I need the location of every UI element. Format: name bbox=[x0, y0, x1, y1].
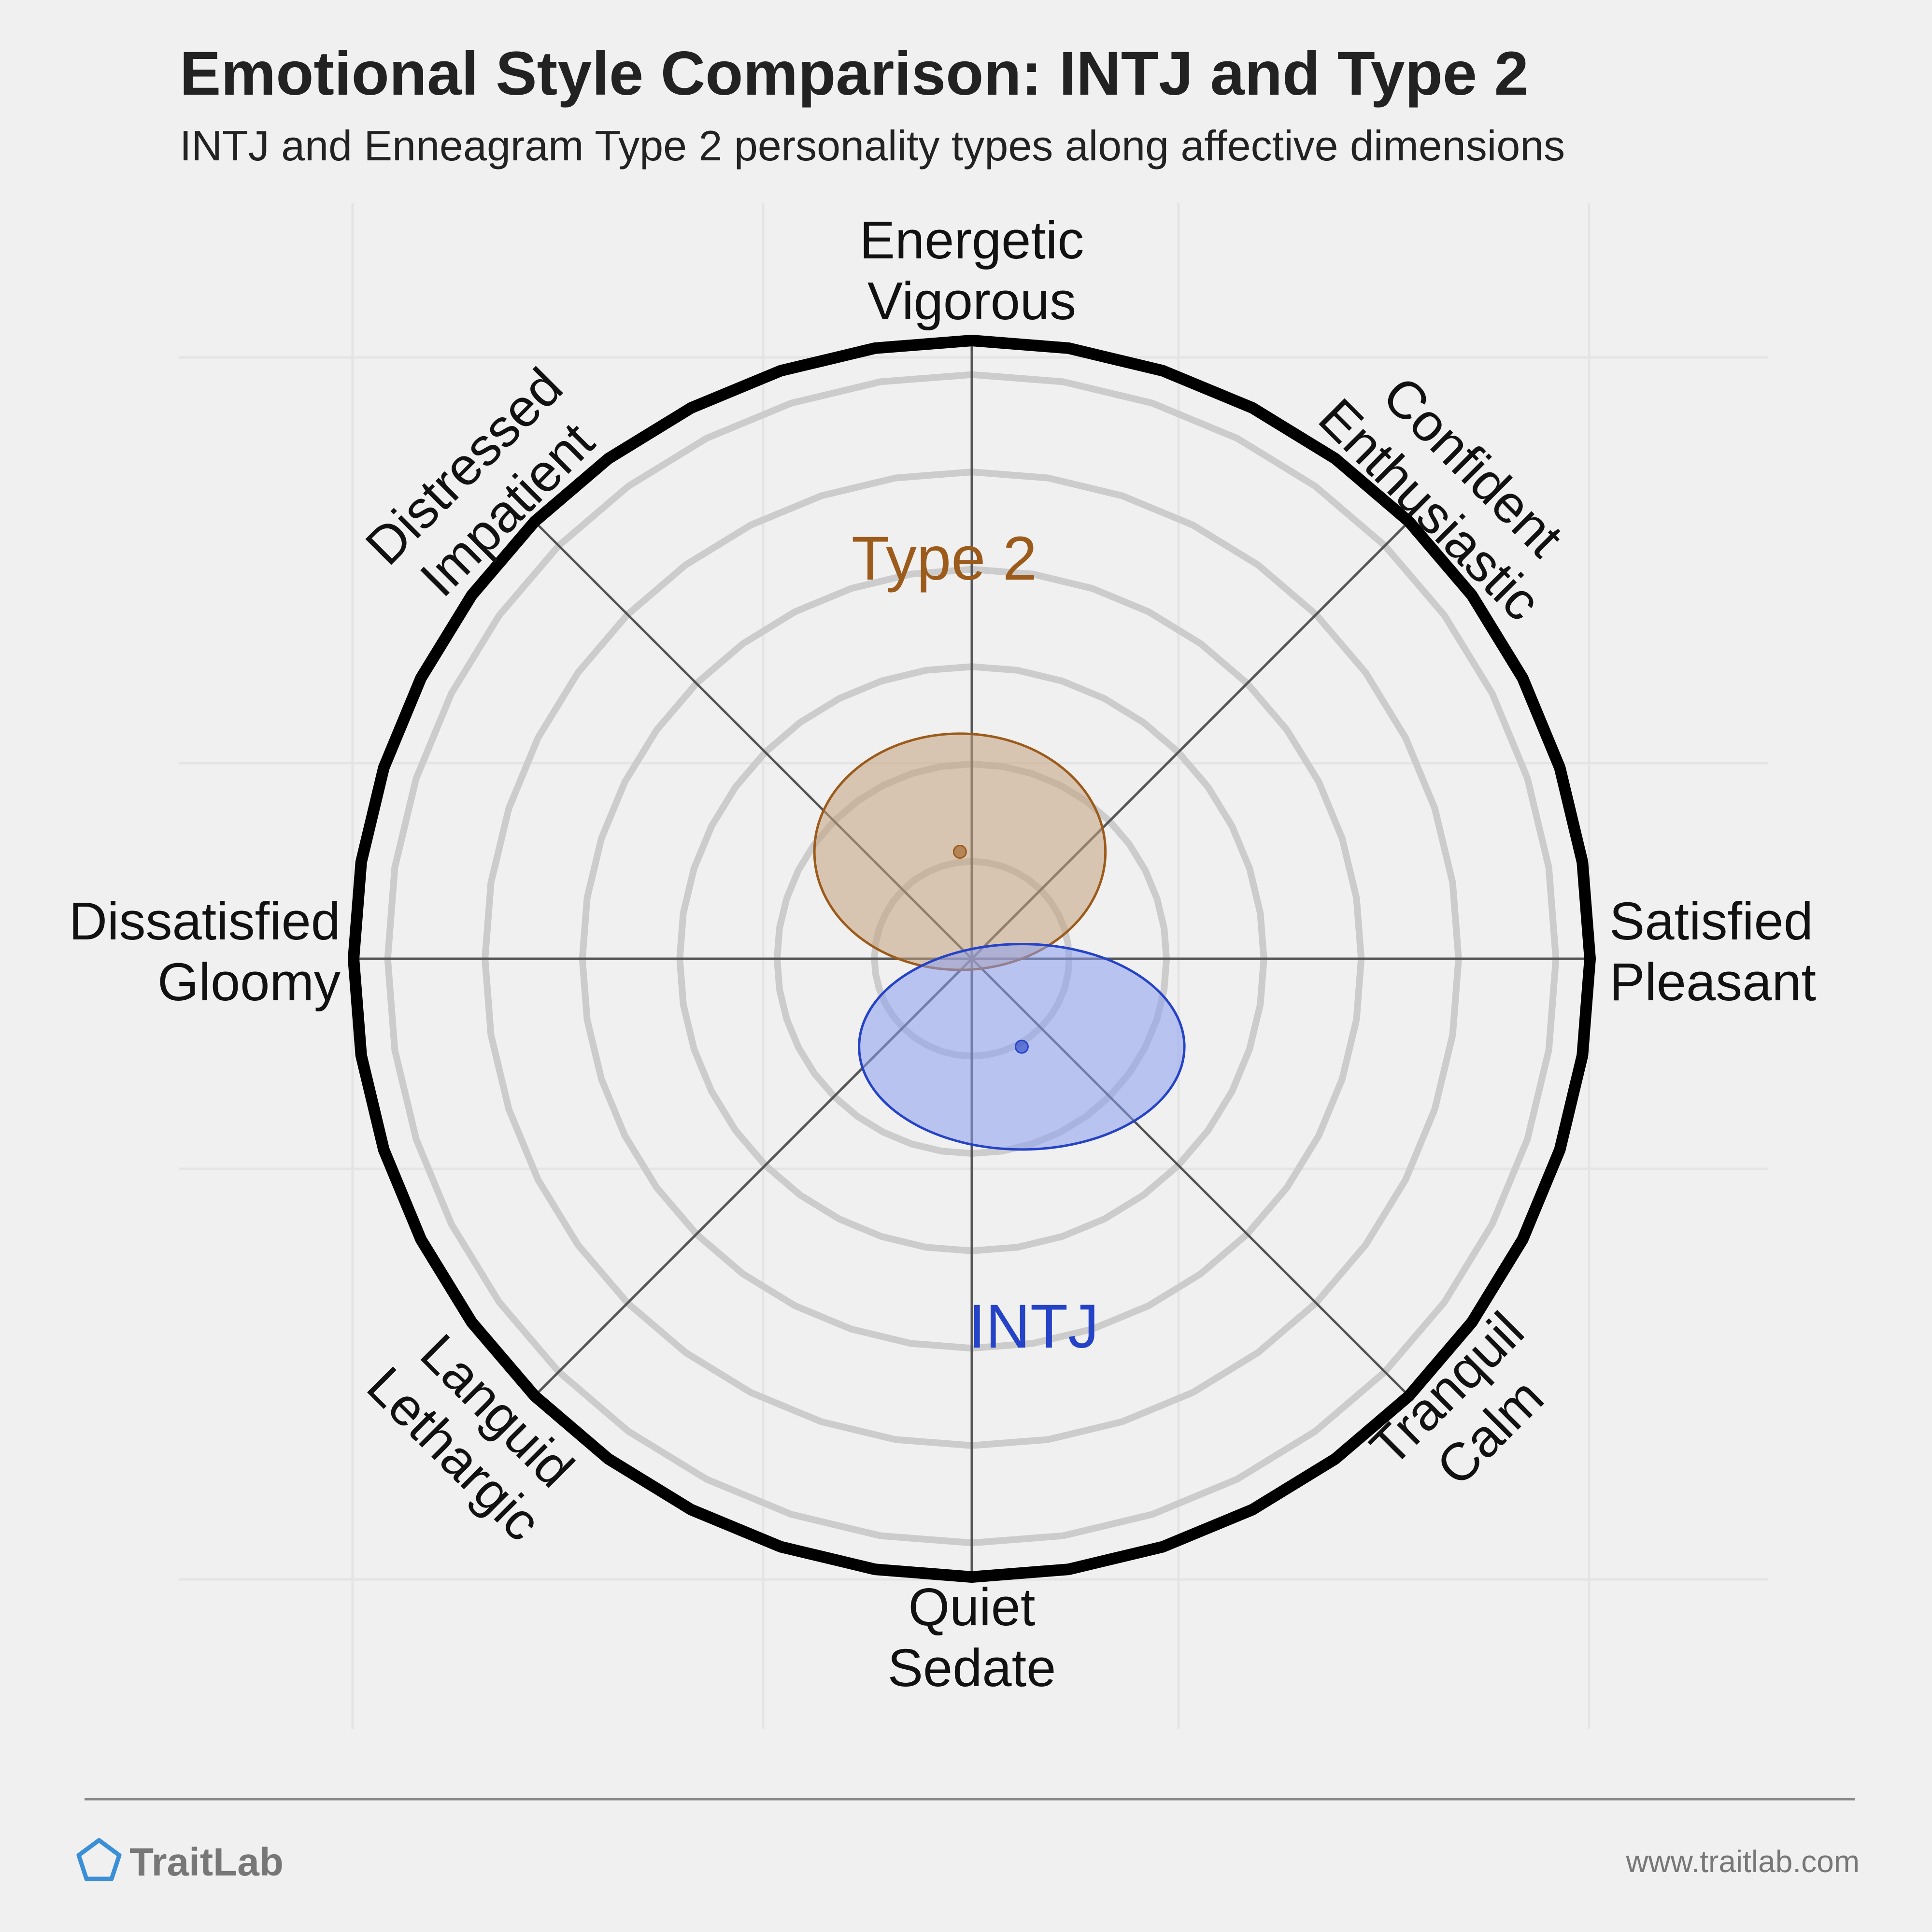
axis-label-energetic: Energetic bbox=[860, 211, 1084, 270]
chart-subtitle: INTJ and Enneagram Type 2 personality ty… bbox=[180, 122, 1565, 170]
axis-label-satisfied: Satisfied bbox=[1609, 892, 1813, 951]
chart-title: Emotional Style Comparison: INTJ and Typ… bbox=[180, 39, 1529, 108]
axis-label-quiet: Quiet bbox=[909, 1577, 1036, 1637]
axis-label-gloomy: Gloomy bbox=[157, 952, 341, 1012]
series-label-intj: INTJ bbox=[968, 1292, 1099, 1361]
axis-label-vigorous: Vigorous bbox=[867, 271, 1076, 331]
radar-series: Type 2 INTJ bbox=[813, 524, 1186, 1361]
axis-label-pleasant: Pleasant bbox=[1609, 952, 1816, 1012]
series-center-type-2 bbox=[952, 844, 967, 859]
series-label-type-2: Type 2 bbox=[852, 524, 1037, 593]
series-center-intj bbox=[1014, 1039, 1029, 1054]
axis-label-dissatisfied: Dissatisfied bbox=[69, 892, 341, 951]
outer-ring-group bbox=[348, 335, 1596, 1583]
footer-url: www.traitlab.com bbox=[1625, 1844, 1860, 1879]
outer-ring bbox=[348, 335, 1596, 1583]
pentagon-logo-icon bbox=[76, 1838, 122, 1881]
footer-brand: TraitLab bbox=[129, 1840, 284, 1884]
axis-label-sedate: Sedate bbox=[888, 1638, 1056, 1698]
